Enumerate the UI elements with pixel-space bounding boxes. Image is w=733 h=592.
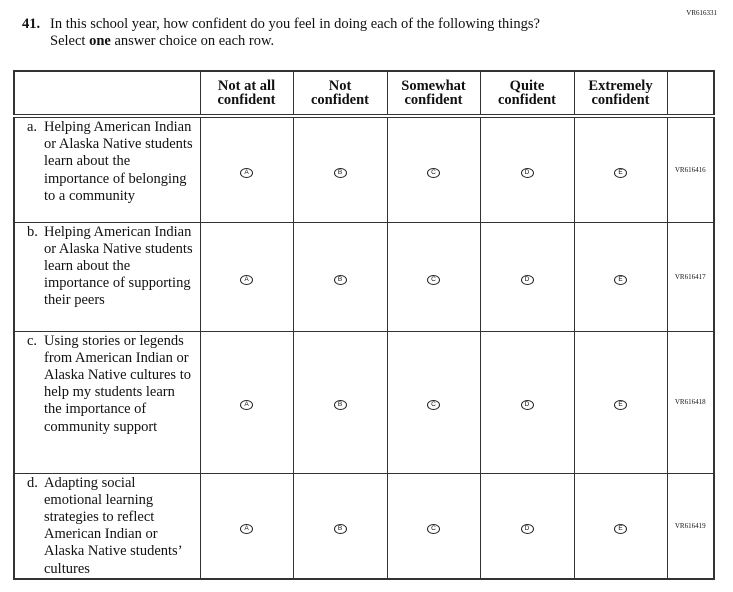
response-grid: Not at all confident Not confident Somewhat c…: [13, 70, 715, 580]
header-row: Not at all confident Not confident Somewhat c…: [13, 70, 715, 117]
option-cell[interactable]: E: [573, 115, 668, 223]
question-text: In this school year, how confident do yo…: [50, 16, 540, 32]
answer-bubble-c[interactable]: C: [427, 274, 440, 285]
row-code: VR616418: [666, 330, 715, 474]
question-instruction: Select one answer choice on each row.: [50, 33, 275, 49]
option-cell[interactable]: E: [573, 330, 668, 474]
option-cell[interactable]: A: [199, 221, 294, 332]
answer-bubble-d[interactable]: D: [520, 167, 534, 178]
question-number: 41.: [22, 16, 41, 32]
option-cell[interactable]: D: [479, 472, 575, 580]
option-cell[interactable]: A: [199, 472, 294, 580]
header-blank: [13, 70, 201, 117]
answer-bubble-e[interactable]: E: [614, 523, 627, 534]
column-header: Extremely confident: [573, 70, 668, 117]
question-row: b. Helping American Indian or Alaska Nati…: [13, 221, 715, 332]
row-code: VR616416: [666, 115, 715, 223]
answer-bubble-a[interactable]: A: [240, 167, 253, 178]
option-cell[interactable]: B: [292, 115, 388, 223]
option-cell[interactable]: C: [386, 472, 481, 580]
answer-bubble-d[interactable]: D: [520, 400, 534, 410]
row-code: VR616417: [666, 221, 715, 332]
answer-bubble-a[interactable]: A: [240, 274, 253, 285]
answer-bubble-e[interactable]: E: [614, 167, 627, 178]
question-row: c. Using stories or legends from American…: [13, 330, 715, 474]
option-cell[interactable]: E: [573, 472, 668, 580]
option-cell[interactable]: E: [573, 221, 668, 332]
option-cell[interactable]: C: [386, 330, 481, 474]
option-cell[interactable]: B: [292, 330, 388, 474]
page-code: VR616331: [686, 9, 717, 17]
column-header: Not confident: [292, 70, 388, 117]
option-cell[interactable]: A: [199, 330, 294, 474]
option-cell[interactable]: B: [292, 221, 388, 332]
answer-bubble-e[interactable]: E: [614, 274, 627, 285]
question-row: d. Adapting social emotional learning str…: [13, 472, 715, 580]
answer-bubble-d[interactable]: D: [520, 523, 534, 534]
option-cell[interactable]: D: [479, 221, 575, 332]
answer-bubble-b[interactable]: B: [333, 400, 347, 410]
answer-bubble-d[interactable]: D: [520, 274, 534, 285]
row-label: d. Adapting social emotional learning str…: [13, 472, 201, 580]
answer-bubble-b[interactable]: B: [333, 274, 347, 285]
header-code-column: [666, 70, 715, 117]
row-label: b. Helping American Indian or Alaska Nati…: [13, 221, 201, 332]
option-cell[interactable]: B: [292, 472, 388, 580]
column-header: Quite confident: [479, 70, 575, 117]
row-label: c. Using stories or legends from American…: [13, 330, 201, 474]
row-label: a. Helping American Indian or Alaska Nati…: [13, 115, 201, 223]
option-cell[interactable]: D: [479, 115, 575, 223]
row-code: VR616419: [666, 472, 715, 580]
answer-bubble-c[interactable]: C: [427, 523, 440, 534]
answer-bubble-c[interactable]: C: [427, 400, 440, 410]
option-cell[interactable]: D: [479, 330, 575, 474]
column-header: Somewhat confident: [386, 70, 481, 117]
answer-bubble-c[interactable]: C: [427, 167, 440, 178]
answer-bubble-b[interactable]: B: [333, 167, 347, 178]
question-row: a. Helping American Indian or Alaska Nati…: [13, 115, 715, 223]
column-header: Not at all confident: [199, 70, 294, 117]
answer-bubble-b[interactable]: B: [333, 523, 347, 534]
answer-bubble-a[interactable]: A: [240, 523, 253, 534]
answer-bubble-e[interactable]: E: [614, 400, 627, 410]
option-cell[interactable]: A: [199, 115, 294, 223]
option-cell[interactable]: C: [386, 221, 481, 332]
question-prompt: 41. In this school year, how confident do…: [22, 16, 540, 50]
option-cell[interactable]: C: [386, 115, 481, 223]
answer-bubble-a[interactable]: A: [240, 400, 253, 410]
